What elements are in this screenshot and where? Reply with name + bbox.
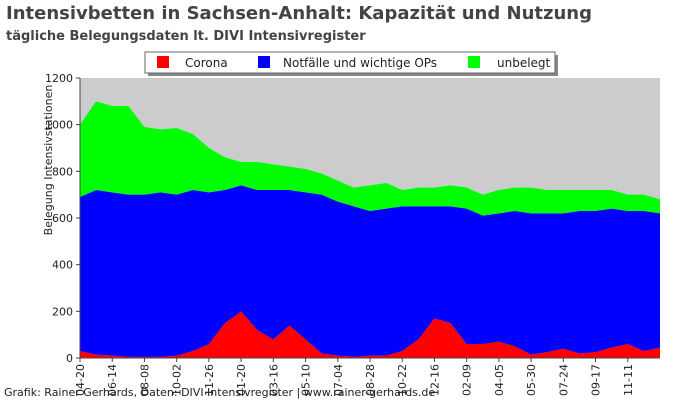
x-tick-label: 02-09 xyxy=(461,364,474,396)
x-tick-label: 08-28 xyxy=(364,364,377,396)
legend-label: Corona xyxy=(185,56,228,70)
x-tick-label: 07-24 xyxy=(557,364,570,396)
legend-swatch xyxy=(157,56,169,68)
legend-label: unbelegt xyxy=(497,56,551,70)
x-tick-label: 09-17 xyxy=(590,364,603,396)
y-tick-label: 800 xyxy=(52,165,73,178)
x-tick-label: 10-02 xyxy=(171,364,184,396)
x-tick-label: 01-20 xyxy=(235,364,248,396)
x-tick-label: 04-20 xyxy=(74,364,87,396)
x-tick-label: 05-10 xyxy=(300,364,313,396)
x-tick-label: 05-30 xyxy=(525,364,538,396)
x-tick-label: 11-26 xyxy=(203,364,216,396)
legend-swatch xyxy=(468,56,480,68)
y-tick-label: 0 xyxy=(66,352,73,365)
x-tick-label: 04-05 xyxy=(493,364,506,396)
footer: Grafik: Rainer Gerhards, Daten: DIVI Int… xyxy=(4,386,435,399)
legend-label: Notfälle und wichtige OPs xyxy=(283,56,437,70)
x-tick-label: 11-11 xyxy=(622,364,635,396)
x-tick-label: 10-22 xyxy=(396,364,409,396)
x-tick-label: 03-16 xyxy=(267,364,280,396)
x-tick-label: 08-08 xyxy=(138,364,151,396)
y-tick-label: 600 xyxy=(52,212,73,225)
y-tick-label: 200 xyxy=(52,305,73,318)
chart-title: Intensivbetten in Sachsen-Anhalt: Kapazi… xyxy=(6,3,592,24)
area xyxy=(80,101,660,216)
legend-swatch xyxy=(258,56,270,68)
y-tick-label: 1000 xyxy=(45,119,73,132)
x-tick-label: 07-04 xyxy=(332,364,345,396)
y-tick-label: 1200 xyxy=(45,72,73,85)
x-tick-label: 12-16 xyxy=(428,364,441,396)
x-tick-label: 06-14 xyxy=(106,364,119,396)
legend xyxy=(144,51,556,74)
y-tick-label: 400 xyxy=(52,259,73,272)
chart-subtitle: tägliche Belegungsdaten lt. DIVI Intensi… xyxy=(6,29,366,44)
area xyxy=(80,185,660,357)
y-axis-label: Belegung Intensivstationen xyxy=(42,85,55,236)
